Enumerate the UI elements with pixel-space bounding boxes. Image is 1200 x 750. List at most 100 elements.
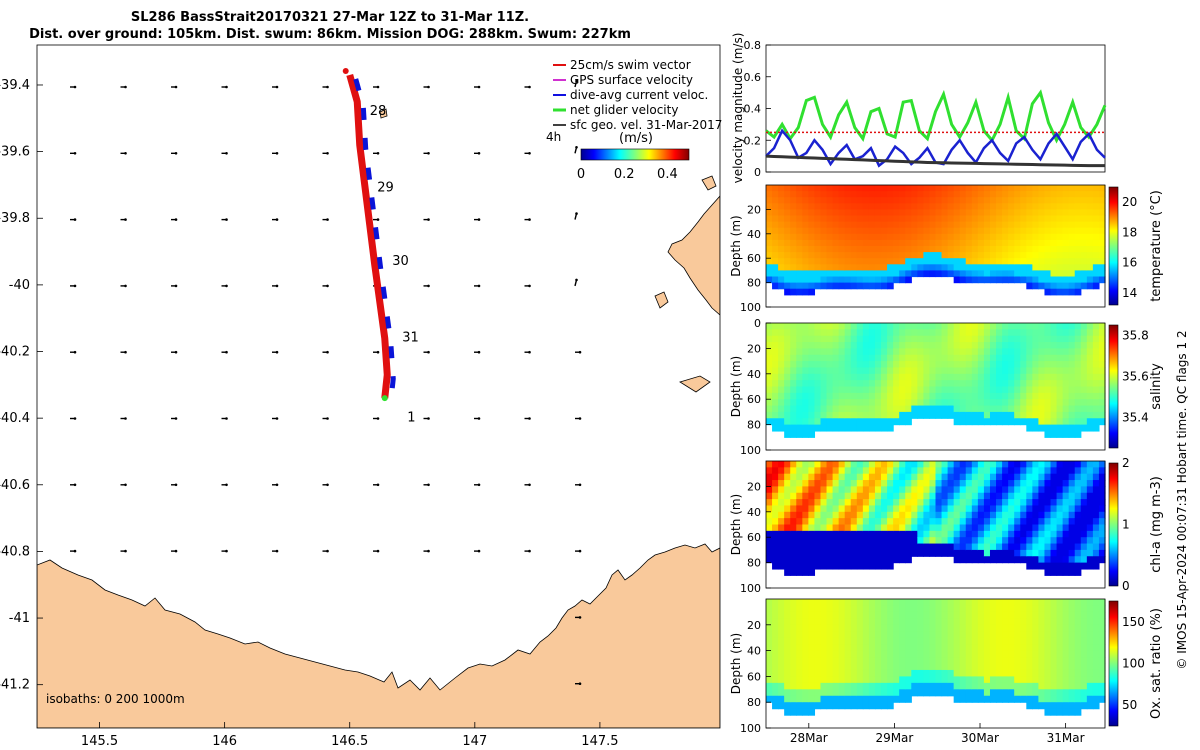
section-cell xyxy=(1038,233,1046,241)
section-cell xyxy=(1038,650,1046,658)
section-cell xyxy=(959,518,967,526)
section-cell xyxy=(766,624,773,632)
section-cell xyxy=(832,657,840,665)
section-cell xyxy=(899,191,906,198)
section-cell xyxy=(983,657,991,665)
section-cell xyxy=(1002,631,1009,639)
section-cell xyxy=(1044,233,1052,241)
section-cell xyxy=(905,361,912,369)
section-cell xyxy=(917,361,924,369)
section-cell xyxy=(1050,543,1058,551)
section-cell xyxy=(1008,270,1015,278)
section-cell xyxy=(814,530,822,538)
section-cell xyxy=(881,399,888,407)
vel-series-line xyxy=(765,154,1105,168)
section-cell xyxy=(887,424,894,432)
section-cell xyxy=(929,505,937,513)
section-cell xyxy=(1086,663,1094,671)
section-cell xyxy=(850,270,858,278)
section-cell xyxy=(1002,549,1009,557)
section-cell xyxy=(808,644,816,652)
section-cell xyxy=(935,386,943,394)
map-ytick-label: -39.6 xyxy=(0,145,30,160)
section-cell xyxy=(947,624,955,632)
section-cell xyxy=(1038,631,1046,639)
section-cell xyxy=(844,461,852,468)
section-cell xyxy=(802,197,809,204)
section-cell xyxy=(1056,486,1064,494)
section-cell xyxy=(953,191,961,198)
section-cell xyxy=(929,599,937,607)
section-cell xyxy=(796,568,803,576)
section-cell xyxy=(772,361,779,369)
section-cell xyxy=(935,367,943,375)
section-cell xyxy=(856,624,864,632)
section-cell xyxy=(996,676,1003,684)
section-cell xyxy=(1098,663,1106,671)
section-cell xyxy=(989,530,997,538)
section-cell xyxy=(868,373,876,381)
section-cell xyxy=(1068,392,1076,400)
section-cell xyxy=(935,524,943,532)
section-cell xyxy=(887,562,894,570)
section-cell xyxy=(905,518,912,526)
section-cell xyxy=(1086,227,1094,235)
section-cell xyxy=(1062,252,1070,259)
section-cell xyxy=(1026,530,1033,538)
section-cell xyxy=(862,246,870,253)
section-cell xyxy=(832,618,840,626)
section-cell xyxy=(947,505,955,513)
section-cell xyxy=(905,342,912,349)
section-cell xyxy=(1020,505,1027,513)
section-cell xyxy=(814,618,822,626)
section-cell xyxy=(1056,191,1064,198)
section-cell xyxy=(887,264,894,271)
section-cell xyxy=(784,185,791,192)
vector-head xyxy=(225,85,228,89)
section-cell xyxy=(989,492,997,500)
section-cell xyxy=(1044,270,1052,278)
section-cell xyxy=(1068,239,1076,247)
section-cell xyxy=(868,282,876,290)
section-cell xyxy=(887,380,894,388)
section-cell xyxy=(923,239,931,247)
section-cell xyxy=(965,543,973,551)
section-cell xyxy=(1044,480,1052,487)
section-cell xyxy=(1080,282,1088,290)
section-cell xyxy=(772,233,779,241)
section-cell xyxy=(838,354,846,362)
section-cell xyxy=(784,258,791,265)
section-cell xyxy=(887,418,894,426)
section-cell xyxy=(947,197,955,204)
section-cell xyxy=(778,348,785,356)
section-cell xyxy=(1032,264,1040,271)
section-cell xyxy=(820,518,828,526)
section-cell xyxy=(1074,518,1082,526)
section-cell xyxy=(790,329,797,337)
section-cell xyxy=(790,233,797,241)
section-cell xyxy=(1050,568,1058,576)
section-cell xyxy=(832,473,840,481)
section-cell xyxy=(826,650,834,658)
vector-head xyxy=(174,152,178,155)
section-cell xyxy=(874,473,882,481)
section-cell xyxy=(905,323,912,330)
section-cell xyxy=(766,461,773,468)
section-cell xyxy=(838,499,846,507)
section-cell xyxy=(802,221,809,229)
section-cell xyxy=(1032,342,1040,349)
vector-head xyxy=(477,417,481,420)
vel-series-line xyxy=(765,89,1107,144)
section-cell xyxy=(826,530,834,538)
section-cell xyxy=(899,386,906,394)
section-cell xyxy=(1068,657,1076,665)
section-cell xyxy=(971,605,979,613)
section-cell xyxy=(844,227,852,235)
section-cell xyxy=(1062,367,1070,375)
section-cell xyxy=(1092,264,1100,271)
section-cell xyxy=(1086,556,1094,564)
section-cell xyxy=(796,185,803,192)
section-cell xyxy=(1020,486,1027,494)
section-cell xyxy=(953,682,961,690)
section-cell xyxy=(856,424,864,432)
